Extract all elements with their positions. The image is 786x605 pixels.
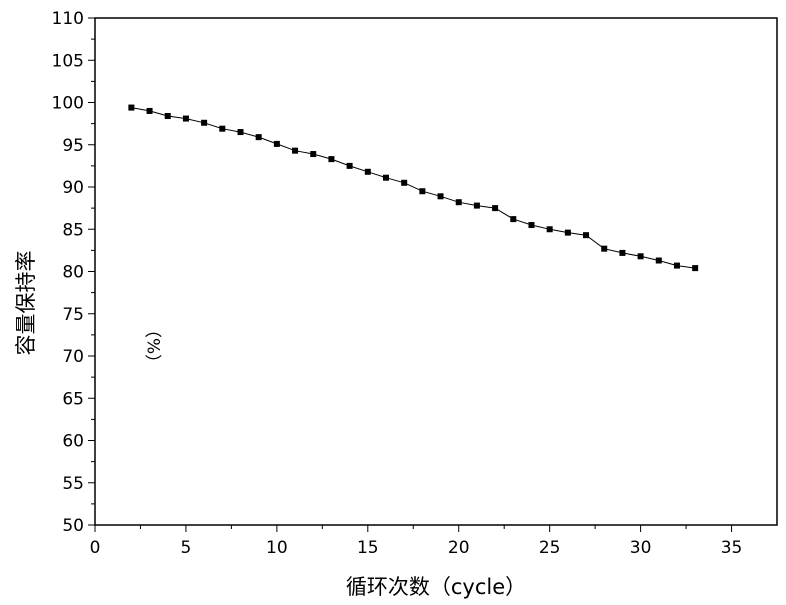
data-point: [474, 203, 480, 209]
data-point: [656, 258, 662, 264]
x-tick-label: 5: [181, 538, 192, 558]
x-tick-label: 25: [539, 538, 561, 558]
x-tick-label: 15: [357, 538, 379, 558]
data-point: [292, 148, 298, 154]
plot-frame: [95, 18, 777, 525]
data-point: [438, 193, 444, 199]
data-point: [401, 180, 407, 186]
data-point: [638, 253, 644, 259]
x-axis-title: 循环次数（cycle）: [346, 575, 526, 599]
y-tick-label: 50: [62, 516, 84, 536]
data-point: [347, 163, 353, 169]
data-point: [310, 151, 316, 157]
y-tick-label: 110: [52, 9, 84, 29]
data-point: [583, 232, 589, 238]
y-axis-tick-labels: 50 55 60 65 70 75 80 85 90 95 100 105 110: [52, 9, 84, 536]
y-tick-label: 65: [62, 389, 84, 409]
y-tick-label: 55: [62, 474, 84, 494]
data-point: [619, 250, 625, 256]
y-tick-label: 80: [62, 263, 84, 283]
data-point: [201, 120, 207, 126]
data-point: [692, 265, 698, 271]
x-tick-label: 0: [90, 538, 101, 558]
data-point: [147, 108, 153, 114]
data-point: [128, 105, 134, 111]
data-point: [274, 141, 280, 147]
y-tick-label: 90: [62, 178, 84, 198]
data-point: [528, 222, 534, 228]
x-tick-label: 35: [721, 538, 743, 558]
x-tick-label: 30: [630, 538, 652, 558]
data-point: [492, 205, 498, 211]
data-point: [328, 156, 334, 162]
data-point: [256, 134, 262, 140]
y-tick-label: 75: [62, 305, 84, 325]
y-tick-label: 100: [52, 94, 84, 114]
data-point: [219, 126, 225, 132]
y-tick-label: 95: [62, 136, 84, 156]
data-point: [419, 188, 425, 194]
y-tick-label: 70: [62, 347, 84, 367]
data-point: [565, 230, 571, 236]
series-points: [128, 105, 698, 272]
data-point: [183, 116, 189, 122]
series-line: [131, 108, 695, 269]
x-tick-label: 10: [266, 538, 288, 558]
y-axis-title: 容量保持率: [14, 251, 38, 356]
y-tick-label: 85: [62, 220, 84, 240]
y-axis-unit: （%）: [145, 321, 165, 371]
data-point: [237, 129, 243, 135]
data-point: [383, 175, 389, 181]
data-point: [547, 226, 553, 232]
data-point: [456, 199, 462, 205]
x-tick-label: 20: [448, 538, 470, 558]
data-point: [165, 113, 171, 119]
y-axis-ticks: [88, 18, 95, 525]
data-point: [674, 263, 680, 269]
x-axis-tick-labels: 0 5 10 15 20 25 30 35: [90, 538, 743, 558]
data-point: [601, 246, 607, 252]
y-tick-label: 105: [52, 51, 84, 71]
x-axis-ticks: [95, 525, 732, 532]
y-tick-label: 60: [62, 432, 84, 452]
data-point: [510, 216, 516, 222]
data-point: [365, 169, 371, 175]
